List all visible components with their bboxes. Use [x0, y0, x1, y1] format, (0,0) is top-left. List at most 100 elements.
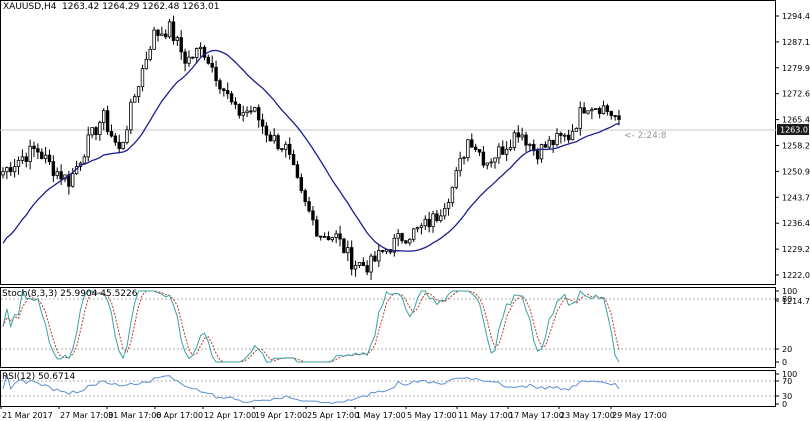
candle-body: [559, 133, 563, 136]
candle-body: [349, 247, 354, 270]
date-tick-label: 1 May 17:00: [356, 411, 406, 420]
candle-body: [566, 134, 571, 141]
date-tick-label: 11 May 17:00: [458, 411, 513, 420]
candle-body: [532, 143, 536, 152]
candle-body: [82, 156, 87, 164]
candle-body: [570, 130, 575, 141]
last-price-label: 1263.01: [780, 126, 810, 135]
candle-body: [597, 108, 602, 115]
candle-body: [179, 37, 183, 53]
candle-body: [164, 33, 168, 38]
candle-body: [578, 107, 582, 129]
candle-body: [260, 119, 265, 127]
candle-body: [272, 135, 276, 142]
candle-body: [489, 161, 493, 164]
candle-body: [105, 110, 110, 132]
candle-body: [152, 29, 156, 50]
candle-body: [307, 201, 311, 212]
candle-body: [71, 173, 75, 187]
date-tick-label: 19 Apr 17:00: [255, 411, 307, 420]
candle-body: [427, 218, 431, 228]
candle-body: [613, 115, 617, 117]
candle-body: [594, 108, 598, 110]
candle-body: [605, 105, 610, 112]
candle-body: [470, 139, 474, 148]
candle-body: [419, 225, 424, 228]
candle-body: [338, 233, 342, 240]
rsi-line: [2, 373, 620, 404]
candle-body: [210, 62, 214, 68]
candle-body: [264, 125, 269, 136]
candle-body: [450, 186, 455, 203]
candle-body: [520, 134, 524, 138]
candle-body: [435, 213, 439, 221]
date-tick-label: 23 May 17:00: [560, 411, 615, 420]
candle-body: [462, 157, 466, 159]
candle-body: [543, 144, 548, 148]
price-tick-label: 1214.70: [782, 297, 810, 306]
candle-body: [303, 190, 307, 203]
candle-body: [609, 111, 613, 116]
candle-body: [171, 21, 176, 41]
candle-body: [102, 110, 106, 123]
candle-body: [136, 86, 141, 98]
candle-body: [59, 171, 63, 180]
candle-body: [167, 21, 172, 38]
candle-body: [590, 109, 594, 112]
osc-tick-label: 100: [782, 370, 797, 379]
candle-body: [326, 236, 331, 241]
candle-body: [226, 90, 230, 95]
candle-body: [454, 170, 458, 188]
rsi-label: RSI(12) 50.6714: [2, 372, 75, 382]
candle-body: [183, 51, 187, 64]
candle-body: [477, 149, 482, 153]
osc-tick-label: 20: [782, 345, 792, 354]
candle-body: [140, 68, 145, 88]
candle-body: [485, 162, 489, 166]
candle-body: [377, 250, 381, 262]
candle-body: [36, 148, 40, 153]
candle-body: [9, 167, 13, 173]
symbol-label: XAUUSD,H4: [3, 2, 57, 12]
candle-body: [330, 237, 335, 241]
candle-body: [322, 236, 327, 238]
price-tick-label: 1236.40: [782, 219, 810, 228]
candle-body: [508, 147, 513, 150]
rsi-panel-frame: [0, 370, 776, 407]
candle-body: [586, 110, 590, 114]
candle-body: [318, 235, 323, 238]
candle-body: [198, 46, 203, 49]
osc-tick-label: 100: [782, 287, 797, 296]
price-panel: XAUUSD,H4 1263.42 1264.29 1262.48 1263.0…: [0, 0, 810, 306]
candle-body: [187, 56, 191, 64]
candle-body: [284, 143, 288, 150]
candle-body: [160, 33, 164, 36]
date-tick-label: 31 Mar 17:00: [108, 411, 161, 420]
ohlc-label: 1263.42 1264.29 1262.48 1263.01: [62, 2, 219, 12]
candle-body: [256, 107, 261, 121]
candle-body: [539, 144, 544, 160]
candle-body: [481, 151, 486, 166]
candle-body: [12, 166, 17, 173]
candle-body: [94, 127, 98, 135]
last-price-box: [777, 124, 809, 135]
candle-body: [446, 202, 451, 209]
candle-body: [222, 88, 226, 91]
candle-body: [400, 233, 404, 242]
date-tick-label: 25 Apr 17:00: [307, 411, 359, 420]
candle-body: [404, 240, 408, 244]
candle-body: [466, 139, 470, 158]
candle-body: [129, 101, 133, 131]
moving-average-line: [2, 49, 620, 252]
candle-body: [601, 105, 606, 115]
date-tick-label: 29 May 17:00: [612, 411, 667, 420]
candle-body: [51, 161, 56, 176]
candle-body: [311, 210, 315, 221]
price-tick-label: 1272.60: [782, 90, 810, 99]
candle-body: [276, 135, 280, 149]
candle-body: [86, 134, 90, 158]
price-panel-frame: [0, 0, 776, 285]
candle-body: [237, 104, 242, 116]
candle-body: [40, 151, 44, 160]
